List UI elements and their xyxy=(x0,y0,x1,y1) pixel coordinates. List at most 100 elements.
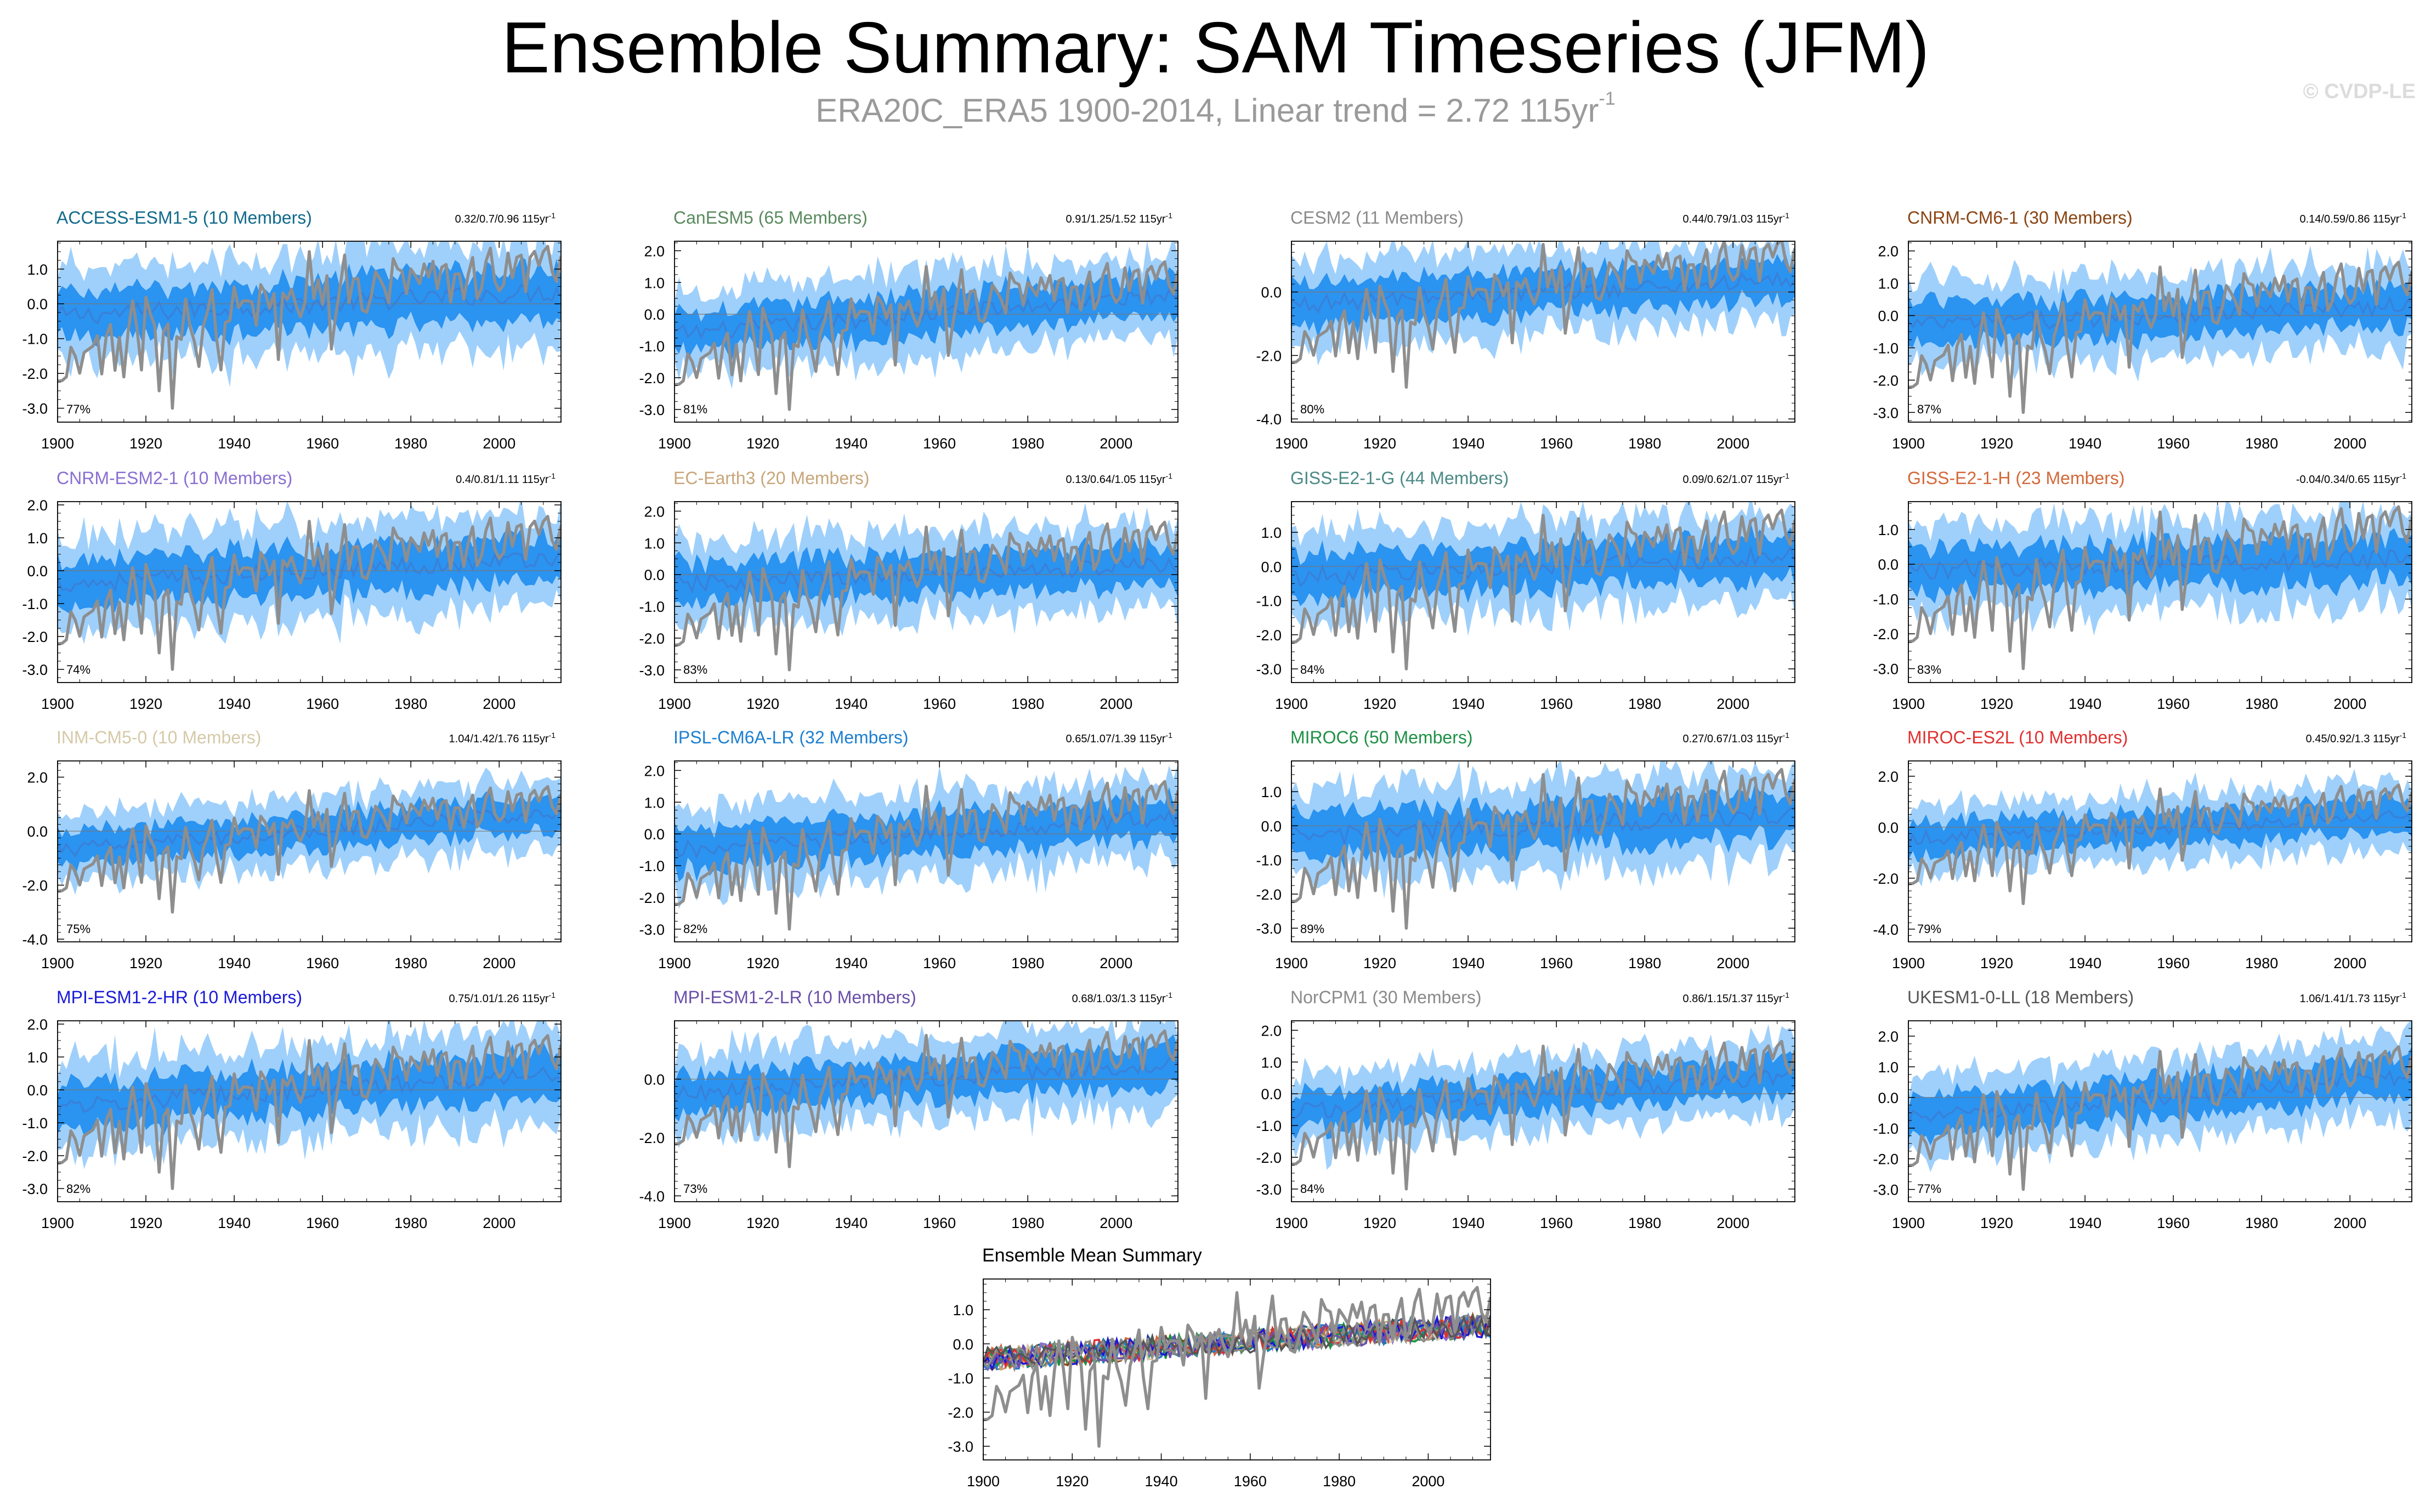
x-tick-label: 1900 xyxy=(1275,1215,1308,1231)
x-tick-label: 1940 xyxy=(218,435,251,452)
panel-plot-area xyxy=(1908,246,2412,414)
observations-line xyxy=(1908,505,2412,670)
panel-trend: -0.04/0.34/0.65 115yr-1 xyxy=(2296,471,2406,486)
y-tick-label: 2.0 xyxy=(644,763,665,779)
x-tick-label: 1940 xyxy=(2069,955,2101,971)
panel-frame xyxy=(1908,1020,2412,1202)
x-tick-label: 2000 xyxy=(483,435,515,452)
observations-line xyxy=(1908,1045,2412,1191)
x-tick-label: 1940 xyxy=(835,1215,868,1231)
x-tick-label: 1920 xyxy=(1363,1215,1396,1231)
x-tick-label: 1900 xyxy=(1275,696,1308,712)
x-tick-label: 1900 xyxy=(658,1215,691,1231)
observations-line xyxy=(675,520,1178,672)
y-tick-label: -3.0 xyxy=(1256,1181,1282,1198)
y-tick-label: -1.0 xyxy=(639,599,665,615)
y-tick-label: -3.0 xyxy=(22,1181,48,1197)
panel-title: GISS-E2-1-H (23 Members) xyxy=(1907,468,2125,488)
panel-title: EC-Earth3 (20 Members) xyxy=(673,468,869,488)
panel-13: MPI-ESM1-2-LR (10 Members) 0.68/1.03/1.3 … xyxy=(639,987,1178,1231)
panel-11: MIROC-ES2L (10 Members) 0.45/0.92/1.3 115… xyxy=(1873,727,2412,971)
panel-6: GISS-E2-1-G (44 Members) 0.09/0.62/1.07 1… xyxy=(1256,468,1795,712)
observations-line xyxy=(675,260,1178,411)
y-tick-label: -2.0 xyxy=(1873,1151,1899,1168)
panel-plot-area xyxy=(58,502,561,671)
y-tick-label: -3.0 xyxy=(1256,920,1282,937)
panel-trend: 1.04/1.42/1.76 115yr-1 xyxy=(449,731,556,745)
x-tick-label: 1900 xyxy=(41,955,74,971)
y-tick-label: 0.0 xyxy=(1878,556,1899,573)
x-tick-label: 1940 xyxy=(2069,435,2101,452)
x-tick-label: 1940 xyxy=(835,955,868,971)
y-tick-label: 1.0 xyxy=(1261,784,1282,800)
panel-title: CNRM-ESM2-1 (10 Members) xyxy=(56,468,292,488)
panel-trend: 0.75/1.01/1.26 115yr-1 xyxy=(449,991,556,1005)
x-tick-label: 1940 xyxy=(1452,955,1484,971)
y-tick-label: -3.0 xyxy=(1873,661,1899,678)
percent-within-spread: 84% xyxy=(1300,1182,1324,1196)
x-tick-label: 2000 xyxy=(1716,955,1749,971)
percent-within-spread: 83% xyxy=(1917,663,1941,677)
y-tick-label: 0.0 xyxy=(644,567,665,583)
panel-frame xyxy=(1908,501,2412,683)
y-tick-label: 0.0 xyxy=(644,1071,665,1088)
y-tick-label: 2.0 xyxy=(1878,769,1899,785)
panel-title: ACCESS-ESM1-5 (10 Members) xyxy=(56,208,312,228)
y-tick-label: -1.0 xyxy=(1256,1118,1282,1134)
panel-3: CNRM-CM6-1 (30 Members) 0.14/0.59/0.86 11… xyxy=(1873,208,2412,452)
percent-within-spread: 89% xyxy=(1300,922,1324,936)
y-tick-label: 2.0 xyxy=(1878,1028,1899,1045)
y-tick-label: -1.0 xyxy=(22,596,48,612)
x-tick-label: 1980 xyxy=(1011,1215,1044,1231)
x-tick-label: 1940 xyxy=(1145,1473,1178,1490)
x-tick-label: 2000 xyxy=(1412,1473,1444,1490)
percent-within-spread: 87% xyxy=(1917,402,1941,416)
panel-title: MPI-ESM1-2-LR (10 Members) xyxy=(673,987,916,1007)
subtitle-text: ERA20C_ERA5 1900-2014, Linear trend = 2.… xyxy=(815,92,1599,129)
panel-frame xyxy=(57,241,562,423)
panel-plot-area xyxy=(675,1021,1178,1168)
y-tick-label: 0.0 xyxy=(1878,1090,1899,1106)
x-tick-label: 1900 xyxy=(658,955,691,971)
y-tick-label: -2.0 xyxy=(639,630,665,647)
x-tick-label: 1980 xyxy=(2245,1215,2278,1231)
panel-plot-area xyxy=(1291,502,1795,670)
x-tick-label: 2000 xyxy=(2333,1215,2366,1231)
x-tick-label: 1900 xyxy=(41,435,74,452)
y-tick-label: -1.0 xyxy=(1873,592,1899,608)
panel-2: CESM2 (11 Members) 0.44/0.79/1.03 115yr-1… xyxy=(1256,208,1795,452)
panel-trend: 0.32/0.7/0.96 115yr-1 xyxy=(455,211,556,225)
x-tick-label: 1920 xyxy=(129,435,162,452)
y-tick-label: -2.0 xyxy=(22,878,48,894)
panel-7: GISS-E2-1-H (23 Members) -0.04/0.34/0.65 … xyxy=(1873,468,2412,712)
panel-plot-area xyxy=(983,1286,1491,1448)
y-tick-label: 0.0 xyxy=(27,823,48,840)
y-tick-label: -3.0 xyxy=(639,922,665,938)
y-tick-label: 0.0 xyxy=(644,306,665,323)
y-tick-label: -2.0 xyxy=(22,629,48,645)
panel-trend: 0.91/1.25/1.52 115yr-1 xyxy=(1066,211,1173,225)
y-tick-label: 1.0 xyxy=(1878,276,1899,292)
subtitle-superscript: -1 xyxy=(1599,88,1616,109)
observations-line xyxy=(58,1034,561,1190)
x-tick-label: 1940 xyxy=(218,955,251,971)
y-tick-label: -3.0 xyxy=(22,662,48,678)
y-tick-label: -2.0 xyxy=(639,370,665,386)
x-tick-label: 1940 xyxy=(218,696,251,712)
x-tick-label: 1980 xyxy=(394,435,427,452)
x-tick-label: 2000 xyxy=(1716,435,1749,452)
y-tick-label: 1.0 xyxy=(644,275,665,291)
y-tick-label: -2.0 xyxy=(1256,627,1282,644)
y-tick-label: -3.0 xyxy=(22,401,48,417)
x-tick-label: 1940 xyxy=(835,435,868,452)
x-tick-label: 1980 xyxy=(1011,955,1044,971)
x-tick-label: 1920 xyxy=(1363,435,1396,452)
x-tick-label: 1900 xyxy=(658,696,691,712)
x-tick-label: 1920 xyxy=(1980,696,2013,712)
panel-trend: 0.65/1.07/1.39 115yr-1 xyxy=(1066,731,1173,745)
observations-line xyxy=(1291,508,1795,670)
x-tick-label: 1900 xyxy=(1892,435,1925,452)
y-tick-label: 0.0 xyxy=(1261,559,1282,575)
y-tick-label: 1.0 xyxy=(1261,1054,1282,1071)
x-tick-label: 1960 xyxy=(923,696,956,712)
